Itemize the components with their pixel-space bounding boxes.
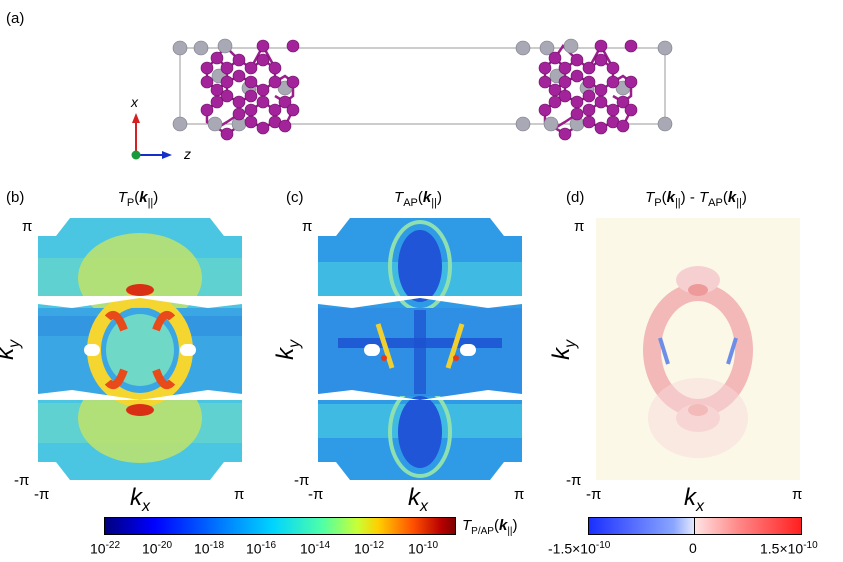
colorbar-log (104, 517, 456, 535)
tick-c-ypi: π (302, 218, 313, 235)
mn-atoms (200, 39, 638, 141)
heatmap-tap (318, 218, 522, 480)
cb-diff-tick-min: -1.5×10-10 (548, 540, 611, 557)
cb-diff-tick-zero: 0 (689, 540, 697, 556)
ylabel-d: ky (548, 339, 579, 360)
tick-b-yneg: -π (14, 472, 30, 489)
heatmap-difference (596, 218, 800, 480)
xlabel-c: kx (408, 484, 428, 515)
tick-b-xneg: -π (34, 486, 50, 503)
cb-tick: 10-14 (300, 540, 331, 557)
tick-c-xpi: π (514, 486, 525, 503)
colorbar-diff (588, 517, 802, 535)
tick-b-ypi: π (22, 218, 33, 235)
colorbar-diff-midline (694, 517, 695, 535)
cb-tick: 10-12 (354, 540, 385, 557)
panel-label-d: (d) (566, 189, 585, 206)
ylabel-c: ky (272, 339, 303, 360)
axis-x-label: x (131, 94, 138, 110)
tick-d-ypi: π (574, 218, 585, 235)
tick-d-xneg: -π (586, 486, 602, 503)
cb-tick: 10-16 (246, 540, 277, 557)
tick-c-yneg: -π (294, 472, 310, 489)
tick-d-xpi: π (792, 486, 803, 503)
tick-c-xneg: -π (308, 486, 324, 503)
axis-z-label: z (184, 146, 191, 162)
title-b: TP(k||) (117, 189, 159, 209)
unit-cell-outline (179, 47, 666, 125)
cb-tick: 10-20 (142, 540, 173, 557)
tick-b-xpi: π (234, 486, 245, 503)
xlabel-d: kx (684, 484, 704, 515)
colorbar-log-label: TP/AP(k||) (462, 517, 518, 537)
cb-tick: 10-10 (408, 540, 439, 557)
panel-label-b: (b) (6, 189, 25, 206)
panel-label-c: (c) (286, 189, 304, 206)
cb-tick: 10-18 (194, 540, 225, 557)
crystal-structure (172, 38, 673, 141)
cb-tick: 10-22 (90, 540, 121, 557)
heatmap-tp (38, 218, 242, 480)
xlabel-b: kx (130, 484, 150, 515)
ylabel-b: ky (0, 339, 23, 360)
tick-d-yneg: -π (566, 472, 582, 489)
title-c: TAP(k||) (394, 189, 442, 209)
axis-triad (131, 113, 172, 160)
title-d: TP(k||) - TAP(k||) (645, 189, 747, 209)
panel-label-a: (a) (6, 10, 25, 27)
cb-diff-tick-max: 1.5×10-10 (760, 540, 818, 557)
